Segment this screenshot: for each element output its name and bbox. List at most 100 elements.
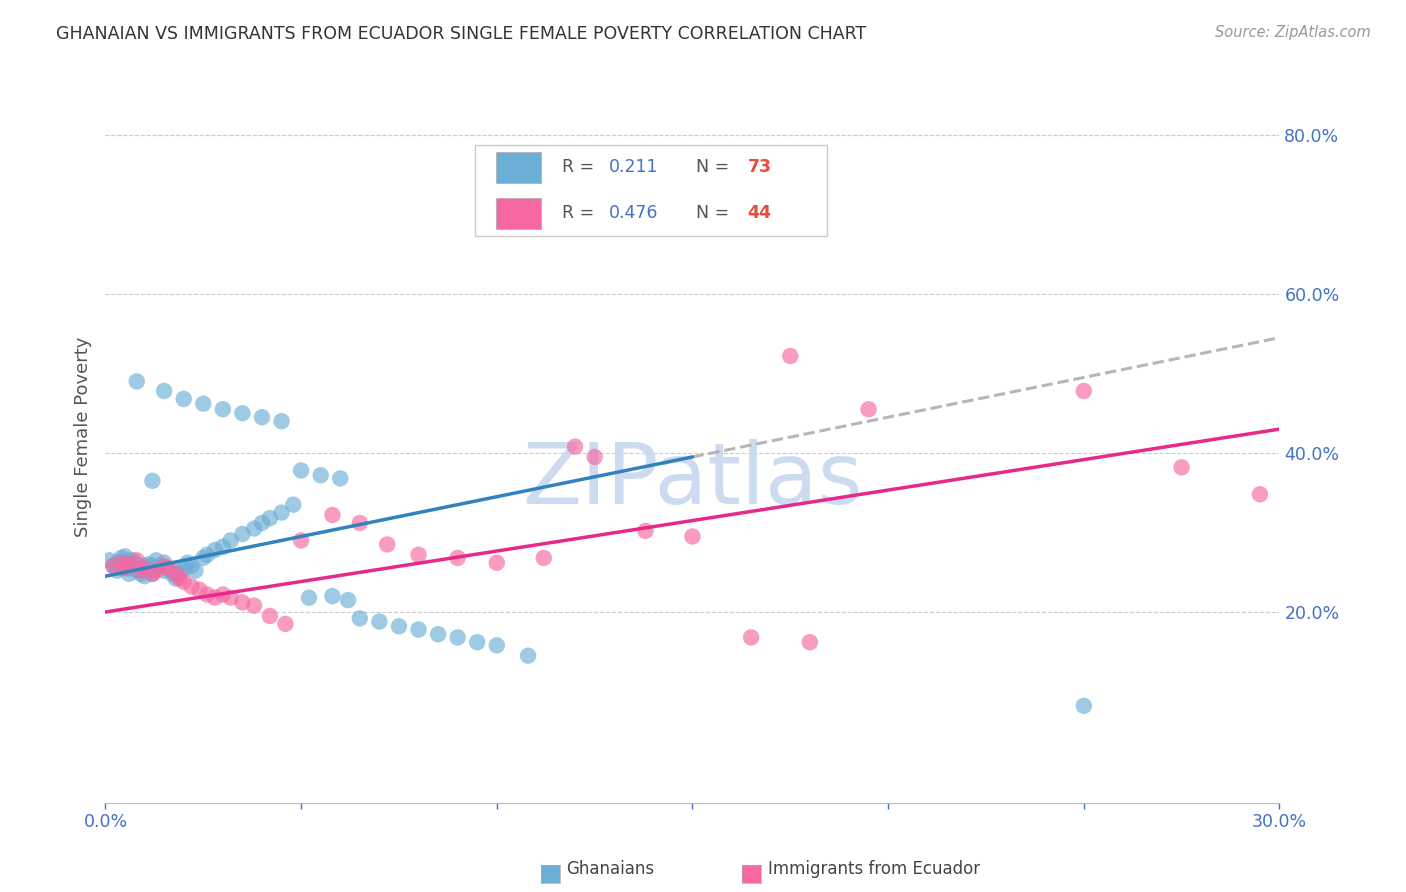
Point — [259, 609, 281, 624]
Point — [125, 553, 148, 567]
Point — [408, 548, 430, 562]
Point — [98, 553, 121, 567]
Point — [368, 615, 391, 629]
Point — [173, 561, 195, 575]
Point — [165, 572, 187, 586]
Point — [145, 553, 167, 567]
Point — [125, 558, 148, 572]
Point — [219, 533, 242, 548]
Point — [153, 384, 176, 398]
Point — [779, 349, 801, 363]
Point — [250, 516, 273, 530]
Text: 44: 44 — [748, 204, 772, 222]
Point — [114, 561, 136, 575]
Point — [141, 566, 163, 581]
Point — [337, 593, 360, 607]
Text: ZIPatlas: ZIPatlas — [522, 440, 863, 523]
Point — [193, 550, 215, 565]
Text: R =: R = — [562, 204, 600, 222]
Point — [740, 631, 762, 645]
Point — [103, 558, 125, 573]
Point — [270, 506, 292, 520]
Point — [118, 553, 141, 567]
Text: GHANAIAN VS IMMIGRANTS FROM ECUADOR SINGLE FEMALE POVERTY CORRELATION CHART: GHANAIAN VS IMMIGRANTS FROM ECUADOR SING… — [56, 25, 866, 43]
Point — [349, 516, 371, 530]
Point — [169, 572, 191, 586]
Point — [129, 564, 152, 578]
Y-axis label: Single Female Poverty: Single Female Poverty — [73, 337, 91, 537]
Point — [329, 471, 352, 485]
Text: Immigrants from Ecuador: Immigrants from Ecuador — [768, 860, 980, 878]
Point — [129, 566, 152, 581]
Point — [681, 529, 703, 543]
Point — [283, 498, 305, 512]
Point — [321, 589, 343, 603]
Point — [195, 587, 218, 601]
Point — [298, 591, 321, 605]
Text: N =: N = — [685, 204, 735, 222]
Point — [149, 558, 172, 573]
Point — [180, 580, 202, 594]
Point — [211, 402, 233, 417]
Point — [125, 375, 148, 389]
Point — [211, 540, 233, 554]
Point — [114, 558, 136, 572]
Point — [290, 533, 312, 548]
Point — [193, 397, 215, 411]
Point — [388, 619, 411, 633]
Point — [211, 587, 233, 601]
Text: Source: ZipAtlas.com: Source: ZipAtlas.com — [1215, 25, 1371, 40]
FancyBboxPatch shape — [496, 198, 541, 228]
Point — [121, 553, 143, 567]
Point — [634, 524, 657, 538]
Point — [485, 639, 508, 653]
Point — [290, 463, 312, 477]
Point — [153, 558, 176, 573]
Point — [110, 550, 132, 565]
Point — [204, 591, 226, 605]
Point — [204, 543, 226, 558]
Point — [157, 561, 180, 575]
Point — [270, 414, 292, 428]
FancyBboxPatch shape — [475, 145, 828, 235]
Point — [141, 558, 163, 573]
Point — [121, 558, 143, 573]
Point — [188, 582, 211, 597]
Point — [1073, 698, 1095, 713]
Point — [173, 574, 195, 589]
Point — [533, 550, 555, 565]
Point — [145, 561, 167, 575]
Text: 73: 73 — [748, 158, 772, 177]
Point — [231, 595, 253, 609]
Point — [125, 564, 148, 578]
Text: R =: R = — [562, 158, 600, 177]
Point — [799, 635, 821, 649]
Point — [114, 549, 136, 564]
Point — [138, 558, 160, 572]
Point — [157, 561, 180, 575]
Point — [118, 561, 141, 575]
FancyBboxPatch shape — [496, 152, 541, 183]
Point — [231, 406, 253, 420]
Point — [180, 558, 202, 573]
Point — [118, 558, 141, 572]
Point — [1170, 460, 1192, 475]
Point — [274, 616, 297, 631]
Point — [446, 550, 468, 565]
Point — [564, 440, 586, 454]
Point — [118, 566, 141, 581]
Point — [134, 558, 156, 573]
Point — [184, 564, 207, 578]
Point — [176, 556, 198, 570]
Point — [375, 537, 398, 551]
Point — [195, 548, 218, 562]
Point — [141, 474, 163, 488]
Point — [134, 561, 156, 575]
Point — [138, 564, 160, 578]
Point — [243, 599, 266, 613]
Point — [446, 631, 468, 645]
Point — [231, 527, 253, 541]
Point — [103, 558, 125, 573]
Point — [110, 556, 132, 570]
Point — [1249, 487, 1271, 501]
